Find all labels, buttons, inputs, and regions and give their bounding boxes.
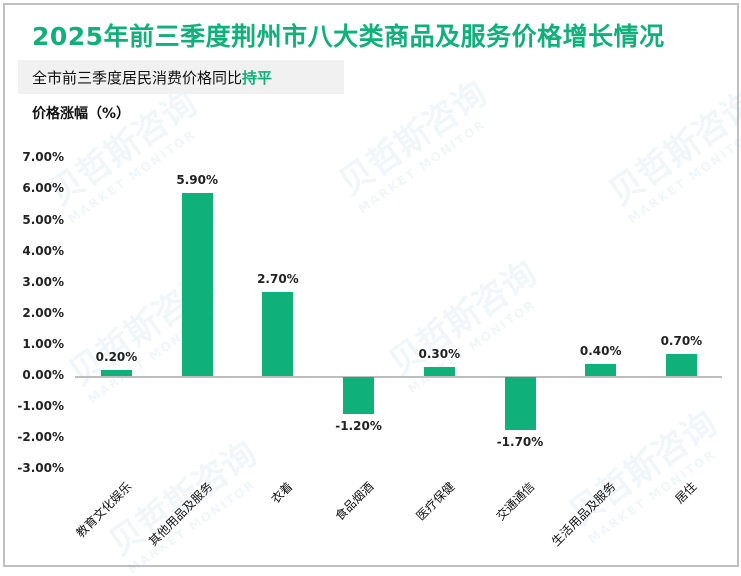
bar — [181, 192, 213, 376]
bar-value-label: 0.40% — [579, 343, 622, 358]
y-tick-label: 3.00% — [22, 274, 64, 289]
chart-frame — [3, 3, 739, 567]
y-tick-label: 4.00% — [22, 243, 64, 258]
subtitle-text: 全市前三季度居民消费价格同比 — [32, 69, 243, 87]
y-tick-label: 0.00% — [22, 368, 64, 382]
y-tick-label: 1.00% — [22, 336, 64, 351]
bar — [101, 369, 132, 376]
bar-value-label: 2.70% — [257, 272, 299, 287]
chart-title: 2025年前三季度荆州市八大类商品及服务价格增长情况 — [32, 22, 665, 51]
bar-value-label: 0.20% — [95, 349, 138, 364]
y-tick-label: 2.00% — [22, 305, 64, 320]
bar-value-label: 0.30% — [418, 346, 461, 361]
bar — [585, 363, 617, 376]
bar-value-label: -1.20% — [335, 419, 382, 434]
bar — [343, 377, 375, 415]
y-tick-label: 6.00% — [22, 181, 64, 196]
bar — [262, 292, 294, 376]
bar-value-label: -1.70% — [496, 434, 544, 449]
y-tick-label: -1.00% — [17, 399, 64, 414]
bar-value-label: 5.90% — [176, 172, 218, 187]
bar — [504, 377, 536, 430]
subtitle-highlight: 持平 — [242, 69, 273, 87]
x-axis-line — [75, 376, 722, 378]
y-tick-label: -2.00% — [17, 430, 64, 445]
bar — [423, 366, 455, 376]
y-tick-label: -3.00% — [17, 461, 64, 476]
y-tick-label: 7.00% — [22, 150, 64, 165]
chart-subtitle: 全市前三季度居民消费价格同比持平 — [32, 67, 272, 88]
subtitle-box: 全市前三季度居民消费价格同比持平 — [18, 60, 344, 94]
y-axis-label: 价格涨幅（%） — [32, 106, 131, 122]
bar — [665, 354, 697, 376]
bar-value-label: 0.70% — [660, 334, 703, 349]
y-tick-label: 5.00% — [22, 212, 64, 227]
